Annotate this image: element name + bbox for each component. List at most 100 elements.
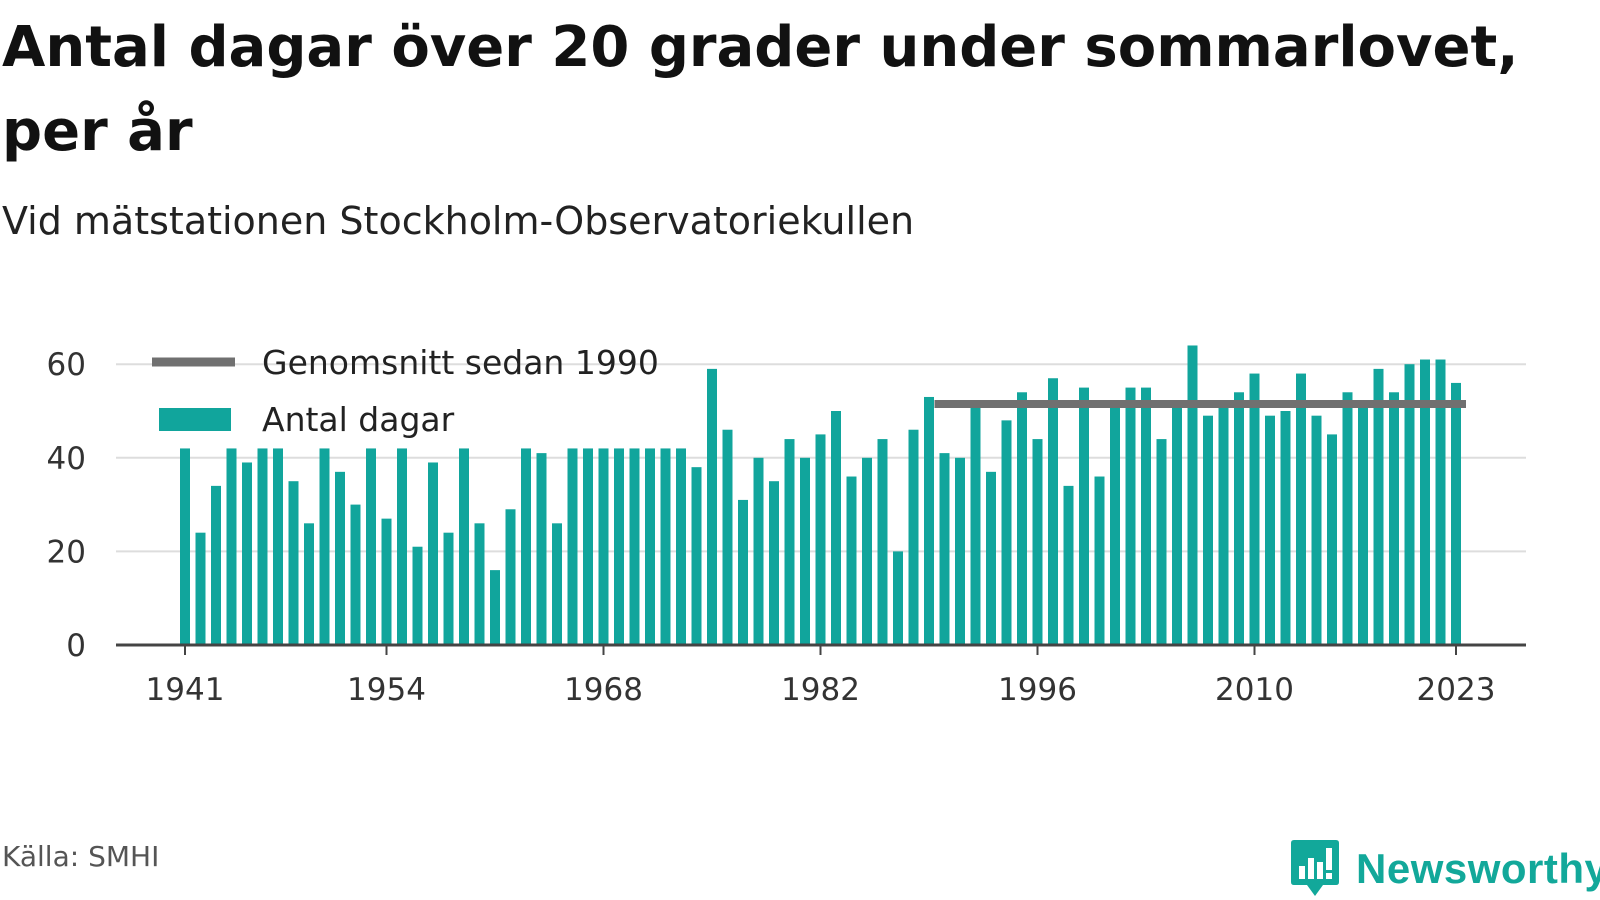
bar-1977	[738, 499, 748, 645]
bar-chart: 0 20 40 60 1941 1954 1968 1982 1996 2010 2023 Geno…	[47, 343, 1526, 708]
bar-1970	[629, 448, 640, 645]
y-tick-label: 60	[47, 347, 86, 383]
brand-logo: Newsworthy	[1290, 838, 1600, 900]
bar-2005	[1172, 406, 1182, 645]
bar-2023	[1451, 382, 1461, 645]
bar-1976	[722, 429, 733, 645]
bar-2012	[1280, 411, 1291, 645]
bar-1982	[815, 434, 826, 645]
bar-1947	[273, 448, 283, 645]
bar-1983	[831, 411, 841, 645]
bar-2008	[1218, 406, 1229, 645]
bar-1957	[428, 462, 438, 645]
bar-1949	[304, 523, 314, 645]
bar-1993	[986, 471, 996, 645]
bar-1959	[459, 448, 469, 645]
chart-title: Antal dagar över 20 grader under sommarl…	[2, 15, 1519, 164]
bar-1948	[288, 481, 299, 645]
bar-1981	[800, 457, 810, 645]
newsworthy-logo-icon	[1291, 840, 1339, 896]
bar-2020	[1404, 364, 1415, 645]
bar-1941	[180, 448, 190, 645]
bar-1950	[319, 448, 330, 645]
bar-2007	[1203, 415, 1213, 645]
brand-name: Newsworthy	[1356, 845, 1600, 892]
bar-1962	[505, 509, 516, 645]
bar-1996	[1032, 439, 1043, 645]
bar-1966	[567, 448, 578, 645]
source-note: Källa: SMHI	[2, 840, 160, 873]
bar-1978	[753, 457, 764, 645]
bar-1953	[366, 448, 376, 645]
bar-2022	[1435, 359, 1446, 645]
bar-2016	[1342, 392, 1353, 645]
bar-1989	[924, 396, 934, 645]
bar-2017	[1358, 401, 1368, 645]
x-tick-label: 2023	[1417, 672, 1496, 708]
bar-1944	[226, 448, 237, 645]
x-tick-label: 1954	[347, 672, 426, 708]
bar-2006	[1187, 345, 1198, 645]
bar-1952	[350, 504, 361, 645]
bar-1980	[784, 439, 795, 645]
bar-2015	[1327, 434, 1337, 645]
bar-1967	[583, 448, 593, 645]
bar-1986	[877, 439, 888, 645]
bar-1963	[521, 448, 531, 645]
bar-1951	[335, 471, 345, 645]
y-tick-label: 0	[66, 628, 86, 664]
legend: Genomsnitt sedan 1990 Antal dagar	[152, 343, 659, 439]
chart-subtitle: Vid mätstationen Stockholm-Observatoriek…	[2, 199, 915, 243]
bar-1971	[645, 448, 655, 645]
x-tick-label: 1968	[564, 672, 643, 708]
bar-1984	[846, 476, 857, 645]
bar-2013	[1296, 373, 1306, 645]
bar-2002	[1125, 387, 1136, 645]
y-tick-label: 20	[47, 534, 86, 570]
axes-group: 0 20 40 60 1941 1954 1968 1982 1996 2010 2023	[47, 347, 1526, 708]
bar-1943	[211, 485, 221, 645]
x-tick-label: 1996	[998, 672, 1077, 708]
bar-1997	[1048, 378, 1058, 645]
bar-2009	[1234, 392, 1244, 645]
bar-1987	[893, 551, 903, 645]
bar-1958	[443, 532, 454, 645]
x-tick-label: 1941	[146, 672, 225, 708]
bar-1969	[614, 448, 624, 645]
bar-2014	[1311, 415, 1322, 645]
bar-1988	[908, 429, 919, 645]
bar-2010	[1249, 373, 1260, 645]
legend-bar-label: Antal dagar	[262, 400, 455, 439]
bar-1945	[242, 462, 252, 645]
bar-1999	[1079, 387, 1089, 645]
bar-1974	[691, 467, 702, 645]
bar-2018	[1373, 368, 1384, 645]
bar-2004	[1156, 439, 1167, 645]
bar-1975	[707, 368, 717, 645]
bar-1994	[1001, 420, 1012, 645]
bar-1973	[676, 448, 686, 645]
bar-1942	[195, 532, 206, 645]
bar-2019	[1389, 392, 1399, 645]
bars-group	[180, 345, 1461, 645]
bar-1946	[257, 448, 268, 645]
legend-bar-swatch	[159, 408, 231, 431]
bar-1998	[1063, 485, 1074, 645]
bar-1961	[490, 570, 500, 645]
bar-1979	[769, 481, 779, 645]
bar-1954	[381, 518, 392, 645]
bar-1995	[1017, 392, 1027, 645]
x-tick-label: 2010	[1215, 672, 1294, 708]
bar-1956	[412, 546, 423, 645]
x-tick-label: 1982	[781, 672, 860, 708]
y-tick-label: 40	[47, 441, 86, 477]
bar-2021	[1420, 359, 1430, 645]
bar-1991	[955, 457, 965, 645]
bar-1990	[939, 453, 950, 645]
bar-1964	[536, 453, 547, 645]
bar-1965	[552, 523, 562, 645]
legend-average-label: Genomsnitt sedan 1990	[262, 343, 659, 382]
bar-1955	[397, 448, 407, 645]
bar-2001	[1110, 401, 1120, 645]
bar-2000	[1094, 476, 1105, 645]
